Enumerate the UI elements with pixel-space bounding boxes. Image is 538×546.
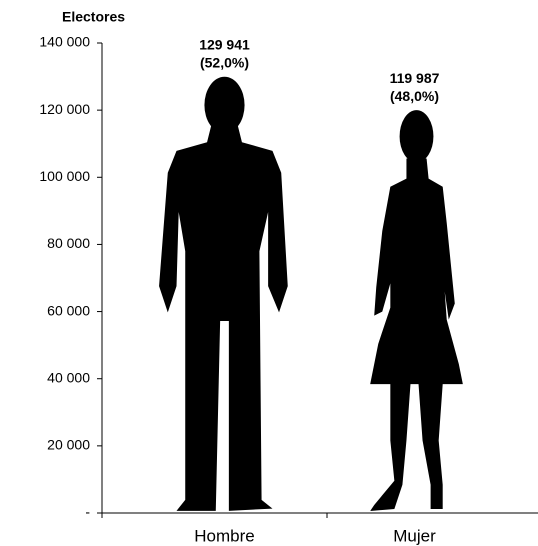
y-axis-label: Electores bbox=[62, 9, 125, 25]
value-label: 119 987 bbox=[390, 70, 440, 86]
value-label: 129 941 bbox=[199, 36, 250, 52]
y-tick-label: 20 000 bbox=[47, 437, 90, 453]
figure-part bbox=[399, 110, 434, 163]
figure-part bbox=[204, 76, 245, 134]
y-tick-label: 100 000 bbox=[39, 168, 90, 184]
y-tick-label: - bbox=[85, 504, 90, 520]
x-tick-label: Mujer bbox=[393, 526, 436, 545]
x-tick-label: Hombre bbox=[194, 526, 254, 545]
y-tick-label: 120 000 bbox=[39, 101, 90, 117]
y-tick-label: 80 000 bbox=[47, 235, 90, 251]
y-tick-label: 60 000 bbox=[47, 302, 90, 318]
figure-part bbox=[159, 124, 288, 511]
figure-part bbox=[370, 158, 463, 511]
pictogram-figure bbox=[370, 110, 463, 511]
pictogram-figure bbox=[159, 76, 288, 511]
percent-label: (52,0%) bbox=[200, 54, 249, 70]
y-tick-label: 140 000 bbox=[39, 34, 90, 50]
y-tick-label: 40 000 bbox=[47, 369, 90, 385]
percent-label: (48,0%) bbox=[390, 88, 439, 104]
